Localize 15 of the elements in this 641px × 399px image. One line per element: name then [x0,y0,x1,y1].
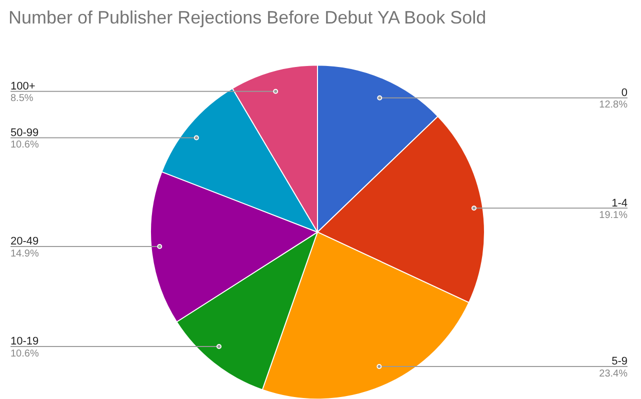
data-label: 12.8% [599,100,628,111]
slice-label: 100+ [10,80,36,93]
data-label: 10.6% [10,140,39,151]
data-label: 19.1% [599,210,628,221]
slice-label: 10-19 [10,336,39,348]
data-label: 10.6% [10,348,39,360]
chart-title: Number of Publisher Rejections Before Debut YA Book Sold [8,8,486,28]
data-label: 23.4% [599,368,628,380]
slice-label: 5-9 [612,356,628,368]
slice-label: 50-99 [10,126,39,139]
slice-label: 0 [621,86,628,99]
slice-label: 20-49 [10,236,39,248]
data-label: 8.5% [10,93,34,104]
slice-label: 1-4 [612,197,628,210]
data-label: 14.9% [10,248,39,260]
